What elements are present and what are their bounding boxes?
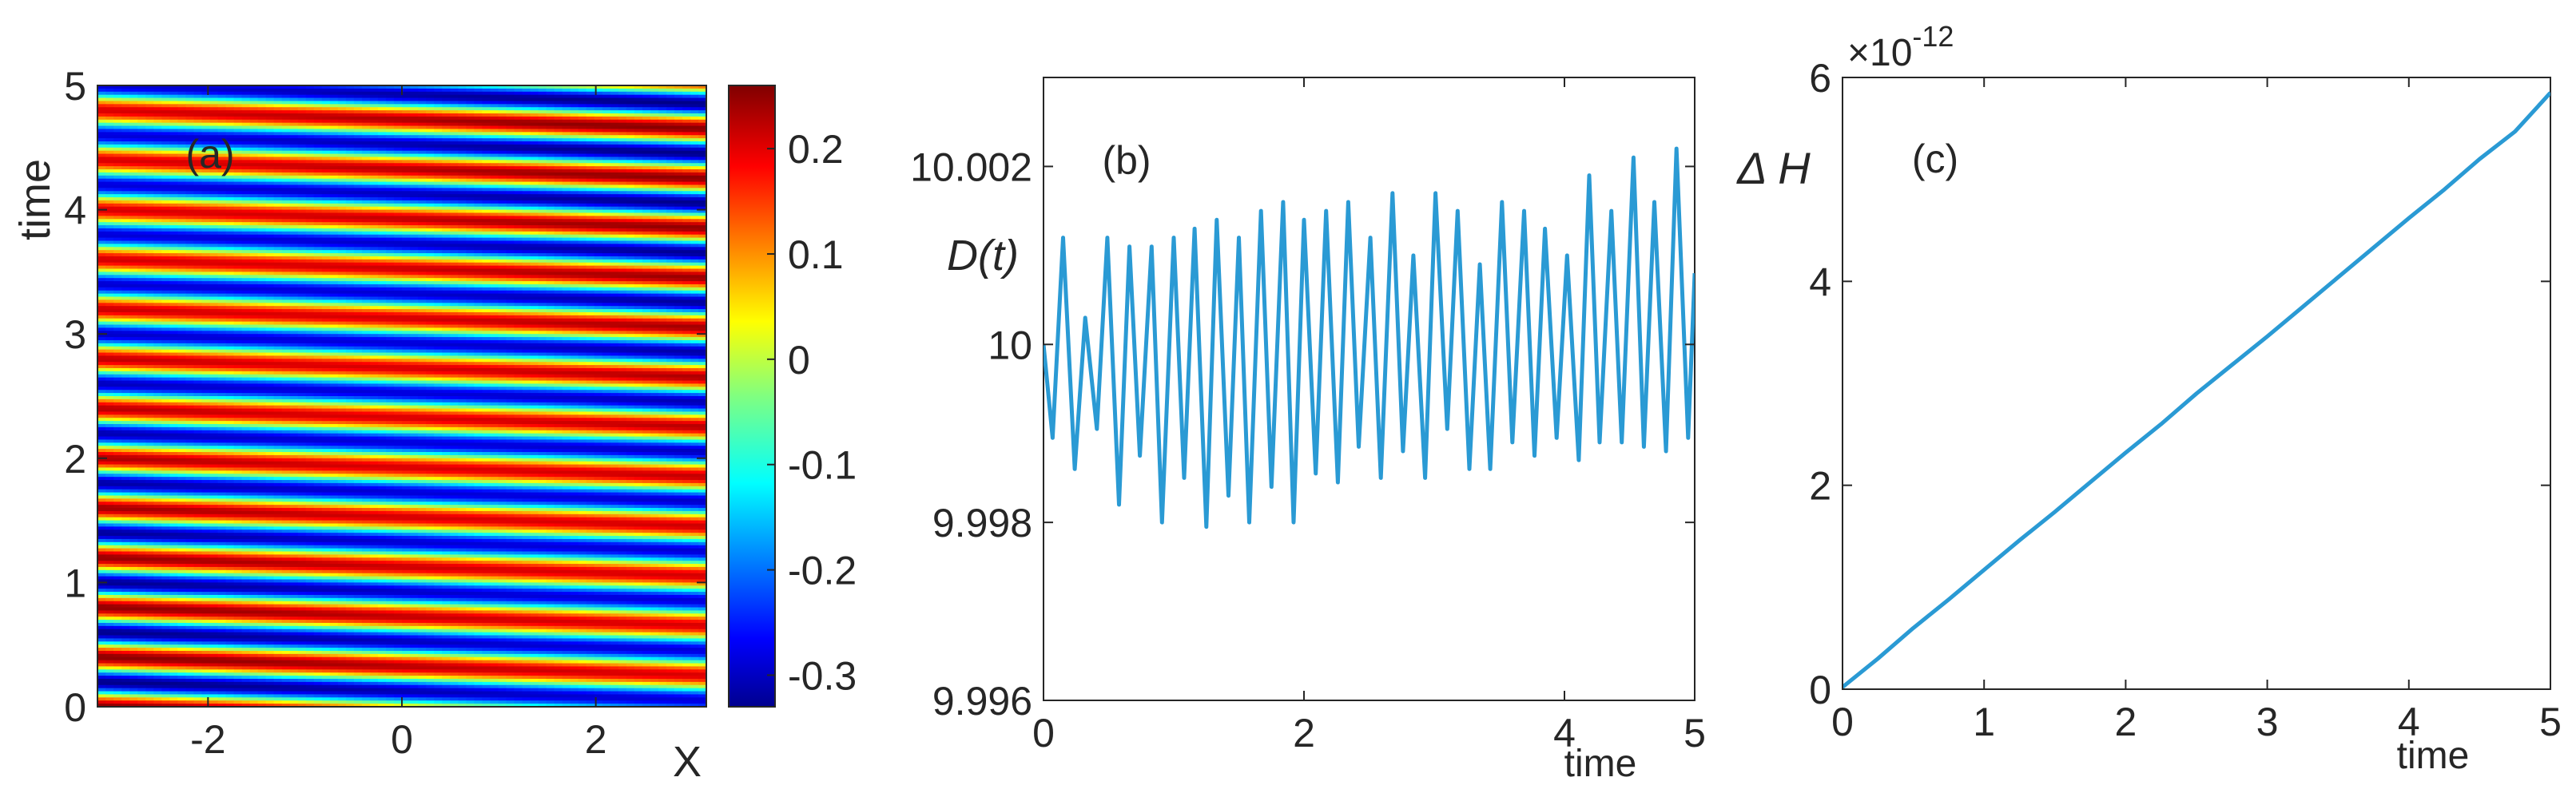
panel-c-xtick-label: 5 [2539,700,2562,744]
panel-c-multiplier: ×10-12 [1847,20,1954,74]
colorbar-tick-label: 0.2 [788,127,844,172]
panel-b-axes-box [1043,77,1695,701]
colorbar-tick-label: -0.1 [788,443,857,488]
panel-a-ytick-label: 2 [64,437,86,482]
panel-c-ytick-label: 2 [1809,464,1831,509]
panel-a-ytick-label: 1 [64,561,86,605]
panel-a-ticks: -2 0 2 0 1 2 3 4 5 [64,64,706,762]
panel-b-xlabel: time [1564,743,1637,785]
panel-c-xtick-label: 1 [1973,700,1995,744]
panel-c-ticks: 0 1 2 3 4 5 0 2 4 6 [1809,56,2562,744]
panel-a-label: (a) [185,132,234,176]
panel-c-multiplier-base: ×10 [1847,32,1912,74]
panel-a-xtick-label: 2 [585,717,607,762]
panel-a-xtick-label: -2 [190,717,225,762]
panel-b-xtick-label: 5 [1684,711,1706,755]
panel-a-ytick-label: 3 [64,312,86,357]
panel-b-ticks: 0 2 4 5 9.996 9.998 10 10.002 [910,77,1706,755]
panel-b-xtick-label: 4 [1553,711,1576,755]
panel-b-xtick-label: 2 [1293,711,1315,755]
panel-b-series-line [1044,146,1695,529]
colorbar-tick-label: 0 [788,338,810,383]
colorbar-ticks: -0.3 -0.2 -0.1 0 0.1 0.2 [767,127,857,698]
panel-b-ytick-label: 10 [988,323,1032,367]
panel-c-xtick-label: 2 [2114,700,2137,744]
colorbar-tick-label: 0.1 [788,232,844,277]
panel-b-ytick-label: 9.998 [932,501,1032,545]
panel-a-ylabel: time [11,159,59,240]
panel-b-ytick-label: 9.996 [932,679,1032,724]
panel-a-heatmap [97,85,706,707]
panel-a-ytick-label: 4 [64,188,86,233]
panel-c-xlabel: time [2397,735,2470,777]
panel-c-ytick-label: 4 [1809,260,1831,304]
colorbar [728,85,776,708]
panel-b-ylabel: D(t) [947,232,1019,280]
colorbar-tick-label: -0.2 [788,549,857,593]
colorbar-tick-label: -0.3 [788,653,857,698]
panel-a-ytick-label: 0 [64,685,86,730]
panel-a-xtick-label: 0 [391,717,413,762]
panel-c-xtick-label: 0 [1831,700,1854,744]
panel-b-ytick-label: 10.002 [910,145,1032,189]
panel-c-multiplier-exponent: -12 [1912,20,1954,53]
panel-c-ytick-label: 0 [1809,668,1831,712]
panel-c-label: (c) [1912,137,1958,181]
panel-c-axes-box [1842,77,2551,690]
panel-c-xtick-label: 3 [2256,700,2279,744]
panel-c: 0 1 2 3 4 5 0 2 4 6 (c) time Δ H ×10-12 [1735,20,2562,777]
panel-a: -2 0 2 0 1 2 3 4 5 (a) X time -0.3 -0.2 -0.1 0 0.1 0.… [11,64,857,786]
panel-b-label: (b) [1102,138,1151,183]
panel-b-xtick-label: 0 [1032,711,1055,755]
panel-c-xtick-label: 4 [2398,700,2420,744]
panel-c-ylabel: Δ H [1735,143,1811,193]
panel-a-ytick-label: 5 [64,64,86,109]
panel-c-series-line [1843,91,2550,689]
panel-a-xlabel: X [673,738,702,786]
panel-c-ytick-label: 6 [1809,56,1831,101]
panel-b: 0 2 4 5 9.996 9.998 10 10.002 (b) time D(t) [910,77,1706,785]
